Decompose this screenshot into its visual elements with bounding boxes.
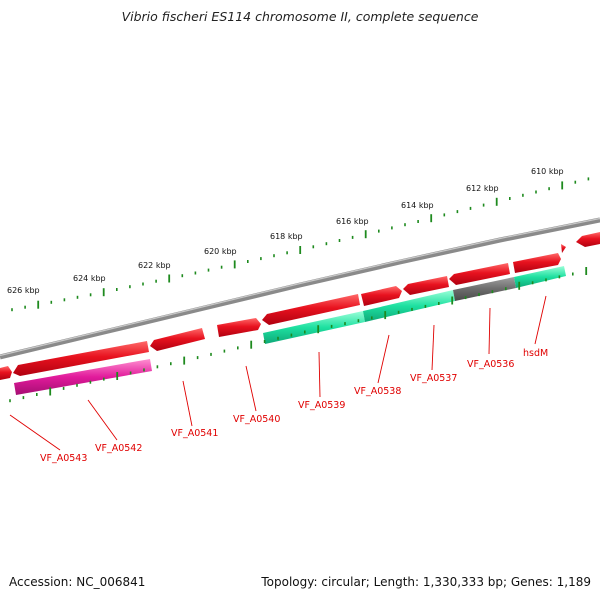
gene-arrow[interactable] [150, 328, 205, 351]
leader-line [87, 399, 118, 441]
scale-labels: 610 kbp 612 kbp 614 kbp 616 kbp 618 kbp … [7, 167, 564, 295]
gene-arrow[interactable] [576, 232, 600, 247]
gene-label[interactable]: VF_A0536 [467, 359, 514, 370]
gene-bar-magenta[interactable] [14, 359, 152, 395]
gene-label[interactable]: VF_A0542 [95, 443, 142, 454]
scale-label: 624 kbp [73, 274, 106, 283]
gene-label-leaders [9, 295, 547, 451]
gene-arrow[interactable] [217, 318, 261, 337]
leader-line [431, 324, 435, 371]
gene-bar-teal[interactable] [263, 311, 365, 344]
accession-label: Accession: NC_006841 [9, 575, 146, 589]
leader-line [377, 334, 390, 384]
gene-arrow[interactable] [561, 244, 566, 253]
gene-bar-teal[interactable] [514, 266, 566, 288]
gene-arrow[interactable] [449, 263, 510, 285]
forward-strand-genes [0, 232, 600, 380]
chromosome-backbone-highlight [0, 217, 600, 357]
leader-line [182, 380, 193, 427]
gene-labels: hsdM VF_A0536 VF_A0537 VF_A0538 VF_A0539… [40, 348, 548, 464]
scale-ticks-outer [11, 177, 590, 312]
gene-arrow[interactable] [13, 341, 149, 376]
leader-line [245, 365, 257, 412]
gene-label[interactable]: VF_A0537 [410, 373, 457, 384]
gene-arrow[interactable] [0, 366, 12, 380]
gene-label[interactable]: VF_A0539 [298, 400, 345, 411]
scale-ticks-inner [9, 267, 588, 403]
scale-label: 622 kbp [138, 261, 171, 270]
gene-label[interactable]: VF_A0538 [354, 386, 401, 397]
gene-bar-gray[interactable] [453, 277, 516, 301]
map-title: Vibrio fischeri ES114 chromosome II, com… [121, 9, 479, 24]
topology-summary: Topology: circular; Length: 1,330,333 bp… [261, 575, 591, 589]
scale-label: 612 kbp [466, 184, 499, 193]
leader-line [488, 307, 491, 355]
leader-line [318, 351, 321, 398]
leader-line [534, 295, 547, 345]
gene-arrow[interactable] [361, 286, 402, 306]
scale-label: 620 kbp [204, 247, 237, 256]
gene-label[interactable]: VF_A0541 [171, 428, 218, 439]
scale-label: 626 kbp [7, 286, 40, 295]
gene-label[interactable]: VF_A0543 [40, 453, 87, 464]
scale-label: 610 kbp [531, 167, 564, 176]
leader-line [9, 414, 61, 451]
gene-label[interactable]: hsdM [523, 348, 548, 359]
gene-arrow[interactable] [262, 294, 360, 325]
chromosome-backbone [0, 217, 600, 360]
scale-label: 618 kbp [270, 232, 303, 241]
scale-label: 614 kbp [401, 201, 434, 210]
gene-arrow[interactable] [403, 276, 449, 295]
scale-label: 616 kbp [336, 217, 369, 226]
gene-label[interactable]: VF_A0540 [233, 414, 280, 425]
gene-arrow[interactable] [513, 253, 561, 273]
